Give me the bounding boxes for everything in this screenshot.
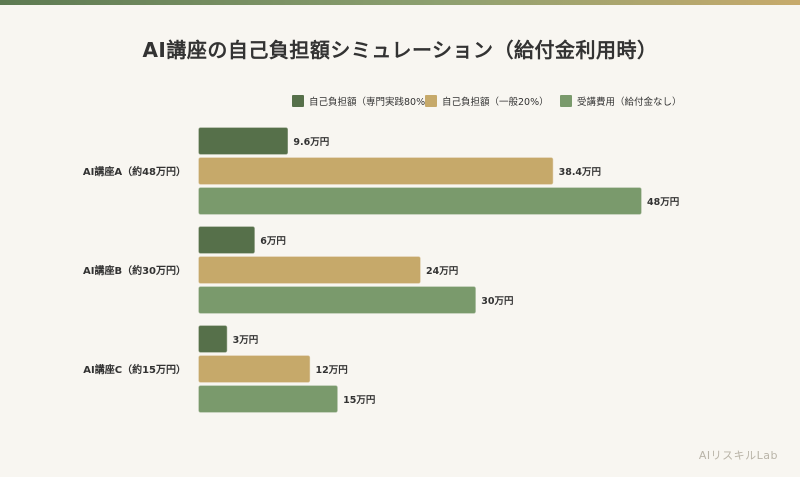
bar-3 (198, 286, 476, 314)
category-label: AI講座A（約48万円） (83, 165, 186, 178)
data-label: 3万円 (233, 335, 259, 346)
legend-swatch-1 (292, 95, 304, 107)
legend-label-1: 自己負担額（専門実践80%） (309, 96, 435, 108)
bar-1 (198, 226, 255, 254)
top-accent-band (0, 0, 800, 5)
bar-2 (198, 256, 421, 284)
legend-swatch-3 (560, 95, 572, 107)
bar-2 (198, 355, 311, 383)
data-label: 24万円 (426, 266, 458, 277)
data-label: 15万円 (343, 395, 375, 406)
legend-label-2: 自己負担額（一般20%） (442, 96, 549, 108)
category-label: AI講座B（約30万円） (83, 264, 186, 277)
chart-title: AI講座の自己負担額シミュレーション（給付金利用時） (142, 38, 658, 62)
bar-1 (198, 127, 289, 155)
data-label: 12万円 (316, 365, 348, 376)
bar-1 (198, 325, 228, 353)
data-label: 48万円 (647, 197, 679, 208)
category-label: AI講座C（約15万円） (83, 363, 186, 376)
legend-swatch-2 (425, 95, 437, 107)
bar-2 (198, 157, 554, 185)
data-label: 6万円 (260, 236, 286, 247)
data-label: 38.4万円 (559, 167, 601, 178)
legend-label-3: 受講費用（給付金なし） (577, 96, 682, 108)
data-label: 9.6万円 (293, 137, 329, 148)
watermark-brand: AIリスキルLab (698, 449, 778, 462)
bar-3 (198, 385, 338, 413)
bar-3 (198, 187, 642, 215)
data-label: 30万円 (481, 296, 513, 307)
